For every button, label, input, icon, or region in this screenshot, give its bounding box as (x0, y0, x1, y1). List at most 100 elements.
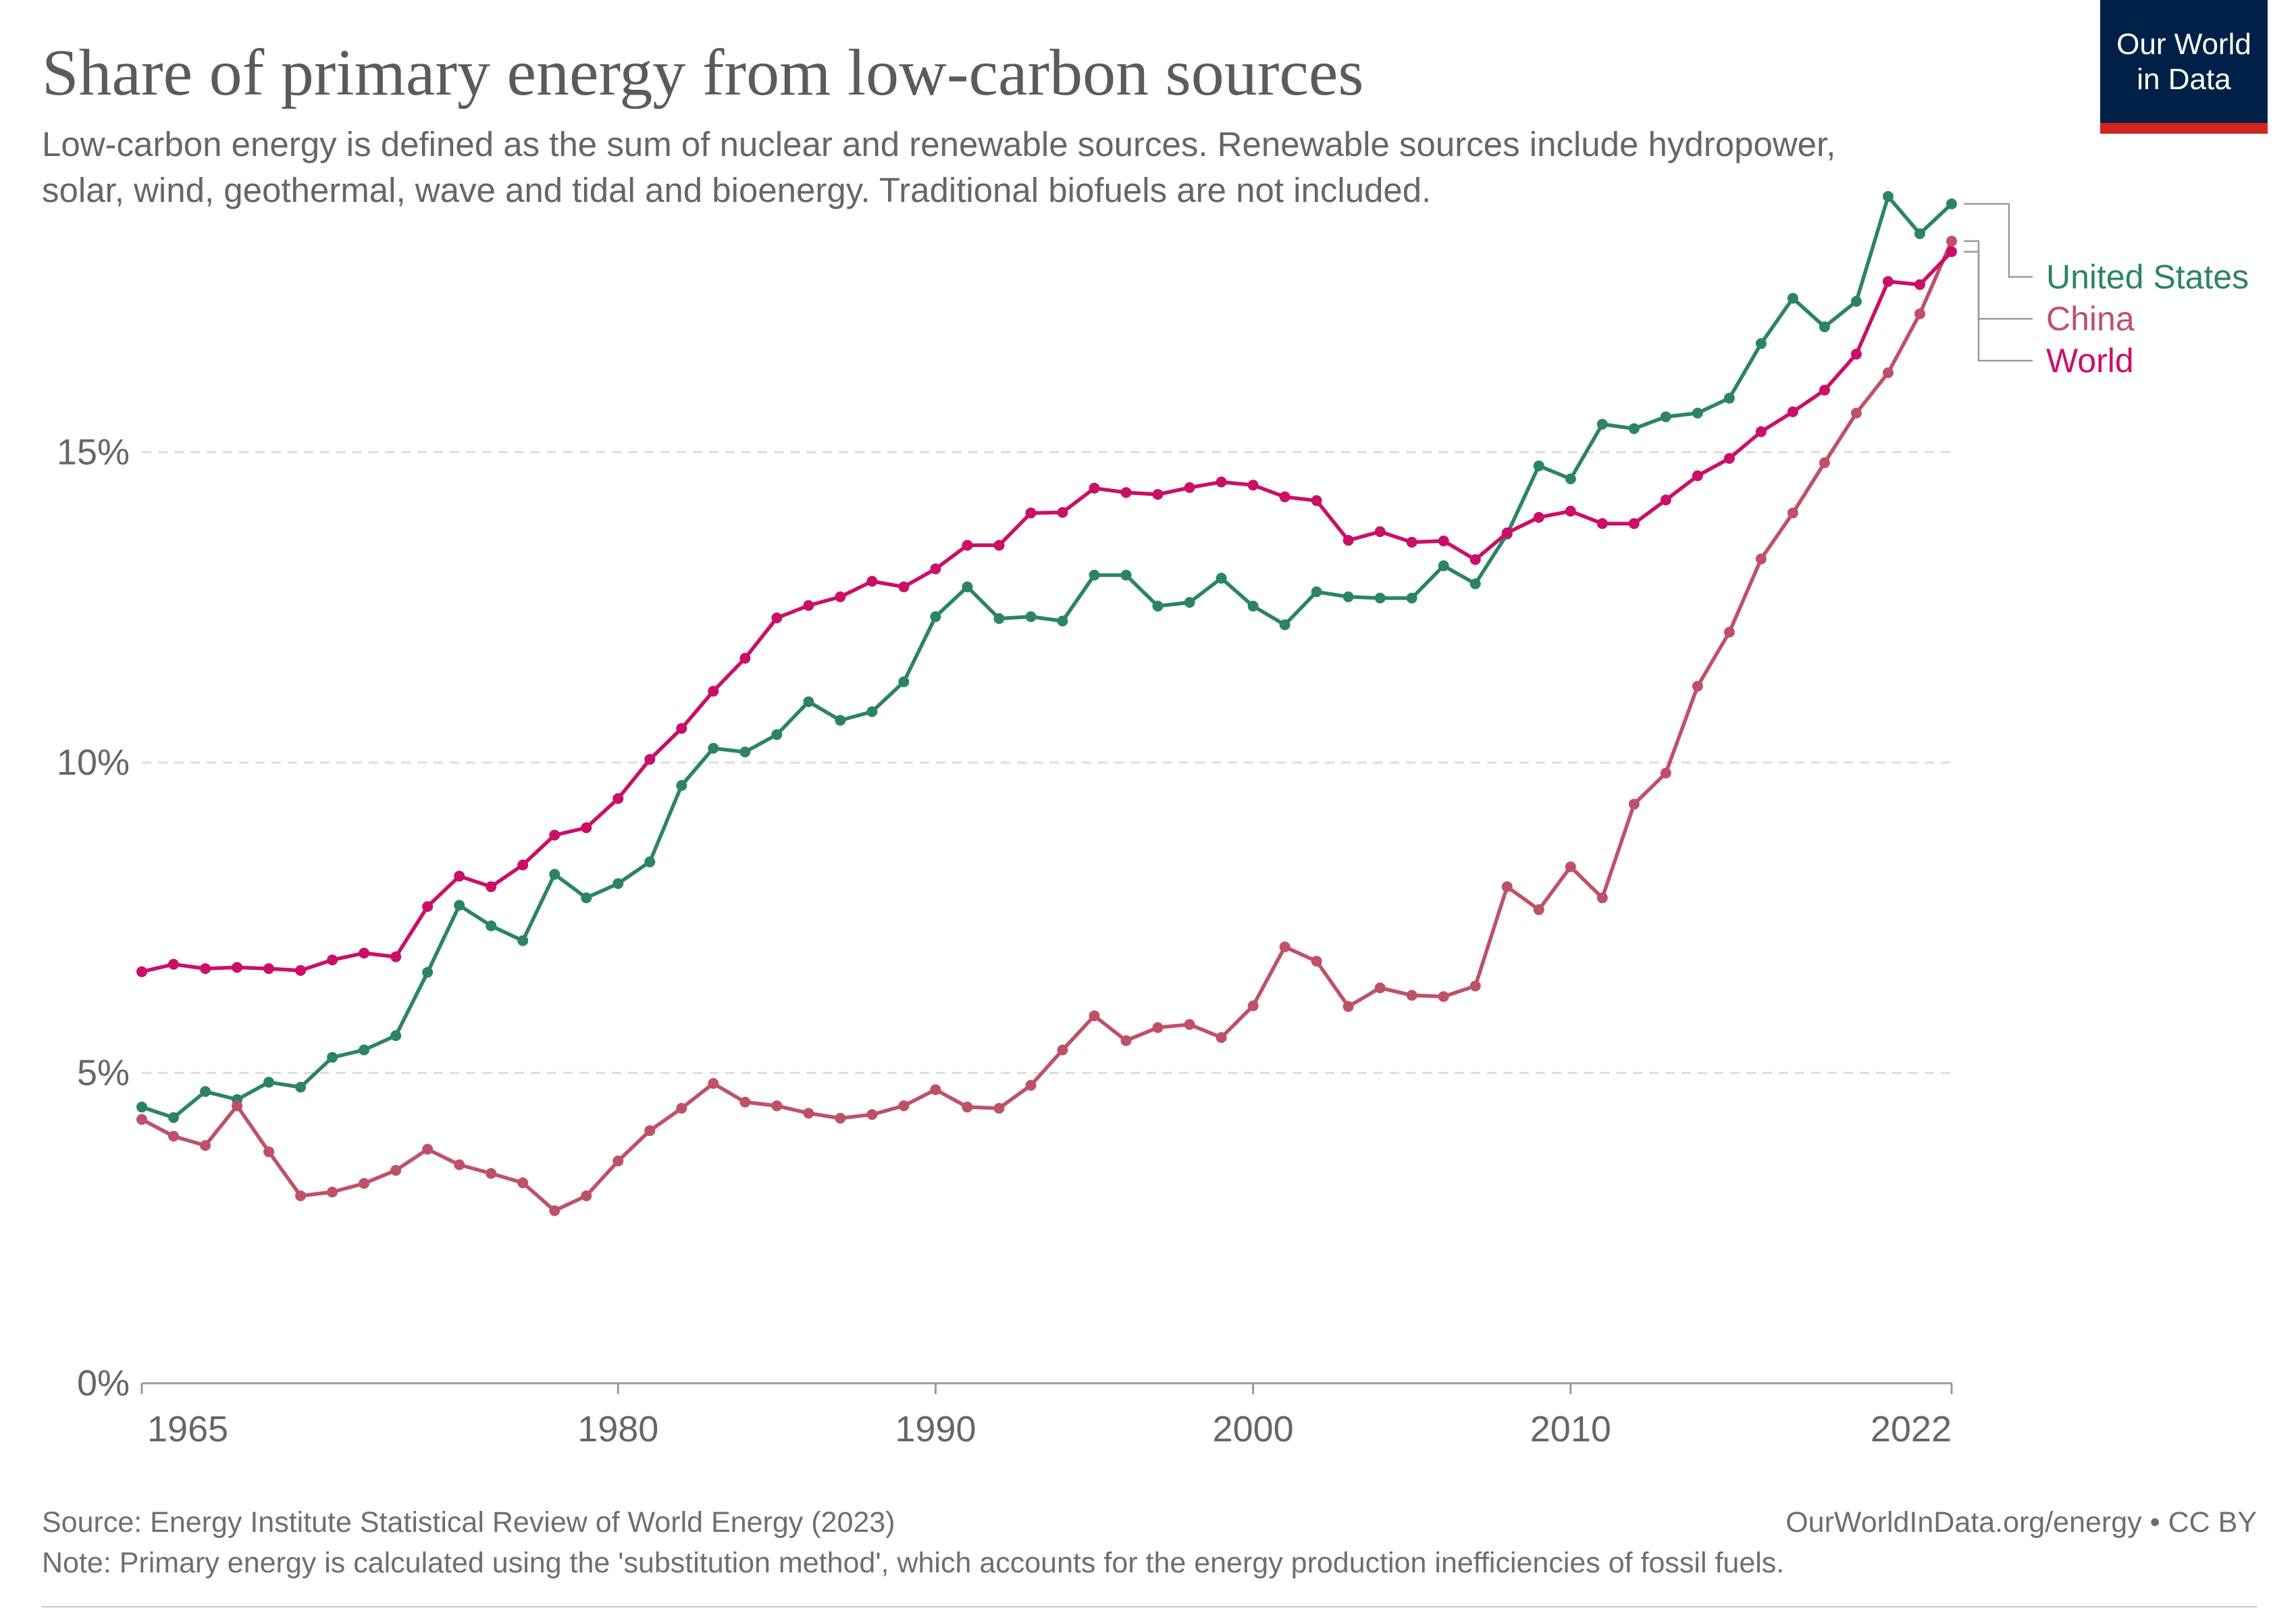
data-point[interactable] (612, 878, 624, 890)
data-point[interactable] (168, 1131, 180, 1142)
data-point[interactable] (1628, 423, 1640, 434)
data-point[interactable] (676, 780, 687, 792)
data-point[interactable] (1438, 535, 1449, 546)
data-point[interactable] (1946, 246, 1957, 257)
data-point[interactable] (390, 951, 402, 962)
data-point[interactable] (1501, 881, 1513, 892)
data-point[interactable] (1089, 569, 1100, 581)
data-point[interactable] (1342, 591, 1354, 602)
data-point[interactable] (962, 581, 973, 592)
data-point[interactable] (1025, 507, 1037, 519)
data-point[interactable] (1787, 406, 1798, 417)
data-point[interactable] (1723, 392, 1735, 404)
data-point[interactable] (390, 1164, 402, 1176)
series-line[interactable] (140, 249, 1954, 974)
data-point[interactable] (1914, 228, 1925, 240)
data-point[interactable] (644, 1125, 656, 1136)
data-point[interactable] (1914, 308, 1925, 319)
source-link[interactable]: OurWorldInData.org/energy • CC BY (1785, 1506, 2257, 1539)
data-point[interactable] (1152, 488, 1164, 500)
data-point[interactable] (835, 591, 846, 602)
data-point[interactable] (1279, 491, 1290, 503)
data-point[interactable] (1755, 338, 1767, 349)
data-point[interactable] (1374, 592, 1386, 604)
data-point[interactable] (771, 612, 783, 623)
data-point[interactable] (1438, 991, 1449, 1002)
data-point[interactable] (200, 963, 211, 975)
data-point[interactable] (962, 1102, 973, 1113)
data-point[interactable] (993, 1102, 1005, 1114)
data-point[interactable] (1628, 518, 1640, 530)
data-point[interactable] (549, 829, 560, 841)
data-point[interactable] (1057, 507, 1068, 518)
data-point[interactable] (1628, 798, 1640, 810)
data-point[interactable] (1914, 279, 1925, 290)
data-point[interactable] (1247, 600, 1259, 612)
data-point[interactable] (295, 1190, 307, 1202)
data-point[interactable] (1660, 767, 1671, 779)
data-point[interactable] (930, 1084, 941, 1096)
data-point[interactable] (327, 954, 338, 966)
data-point[interactable] (1120, 1035, 1132, 1046)
data-point[interactable] (1184, 596, 1195, 608)
data-point[interactable] (835, 715, 846, 726)
data-point[interactable] (676, 1102, 687, 1114)
data-point[interactable] (1565, 505, 1576, 517)
data-point[interactable] (835, 1112, 846, 1124)
data-point[interactable] (1946, 236, 1957, 247)
data-point[interactable] (676, 723, 687, 734)
data-point[interactable] (898, 676, 910, 688)
data-point[interactable] (581, 822, 592, 833)
data-point[interactable] (136, 966, 147, 977)
data-point[interactable] (930, 563, 941, 575)
data-point[interactable] (1152, 600, 1164, 612)
data-point[interactable] (1501, 527, 1513, 538)
data-point[interactable] (739, 746, 751, 758)
data-point[interactable] (359, 948, 370, 959)
data-point[interactable] (1946, 198, 1957, 209)
data-point[interactable] (136, 1114, 147, 1125)
data-point[interactable] (1819, 457, 1830, 469)
data-point[interactable] (1247, 1000, 1259, 1012)
data-point[interactable] (1850, 296, 1862, 307)
data-point[interactable] (1469, 578, 1481, 590)
data-point[interactable] (1216, 476, 1227, 488)
data-point[interactable] (803, 1108, 814, 1119)
data-point[interactable] (771, 729, 783, 740)
data-point[interactable] (136, 1102, 147, 1113)
data-point[interactable] (1882, 276, 1894, 287)
data-point[interactable] (1882, 190, 1894, 202)
data-point[interactable] (803, 696, 814, 707)
data-point[interactable] (1565, 473, 1576, 485)
data-point[interactable] (1120, 569, 1132, 581)
data-point[interactable] (1311, 586, 1322, 598)
data-point[interactable] (263, 1146, 275, 1158)
data-point[interactable] (327, 1052, 338, 1063)
data-point[interactable] (1025, 611, 1037, 623)
data-point[interactable] (866, 706, 878, 717)
data-point[interactable] (962, 540, 973, 551)
data-point[interactable] (581, 892, 592, 904)
series-china[interactable] (136, 236, 1957, 1216)
data-point[interactable] (898, 1100, 910, 1112)
data-point[interactable] (232, 962, 243, 973)
data-point[interactable] (1596, 419, 1608, 430)
data-point[interactable] (1184, 1019, 1195, 1030)
data-point[interactable] (517, 1177, 529, 1189)
data-point[interactable] (1152, 1022, 1164, 1033)
data-point[interactable] (454, 900, 465, 911)
data-point[interactable] (739, 652, 751, 664)
data-point[interactable] (517, 935, 529, 946)
data-point[interactable] (866, 1109, 878, 1121)
data-point[interactable] (612, 1155, 624, 1166)
data-point[interactable] (1533, 904, 1544, 915)
data-point[interactable] (1057, 1044, 1068, 1056)
data-point[interactable] (517, 859, 529, 871)
data-point[interactable] (1311, 956, 1322, 967)
data-point[interactable] (1755, 553, 1767, 565)
data-point[interactable] (1342, 534, 1354, 546)
data-point[interactable] (486, 881, 497, 892)
data-point[interactable] (486, 1168, 497, 1179)
legend-label-united-states[interactable]: United States (2046, 258, 2249, 296)
data-point[interactable] (1882, 367, 1894, 378)
